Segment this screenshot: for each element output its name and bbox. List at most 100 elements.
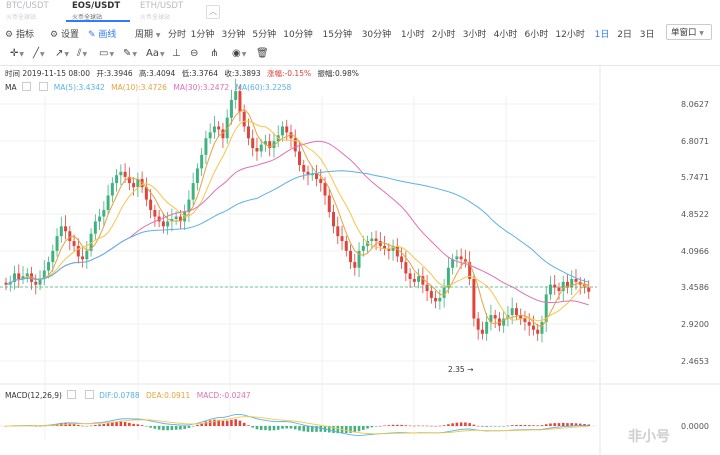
interval-7[interactable]: 1小时 — [400, 30, 425, 40]
interval-6[interactable]: 30分钟 — [361, 30, 392, 40]
candle-body — [272, 141, 276, 149]
macd-dea: DEA:0.0911 — [146, 391, 191, 400]
ma-close-icon[interactable] — [39, 82, 49, 91]
candle-body — [336, 226, 340, 237]
text-tool-icon[interactable]: Aa▼ — [146, 48, 165, 59]
window-select[interactable]: 单窗口 ▼ — [666, 24, 712, 40]
macd-bar — [259, 426, 263, 430]
draw-button[interactable]: ✎ 画线 — [88, 27, 116, 40]
interval-15[interactable]: 3日 — [639, 30, 655, 40]
candle-body — [540, 321, 544, 334]
interval-4[interactable]: 10分钟 — [283, 30, 313, 40]
eye-icon[interactable]: ◉▼ — [232, 48, 247, 59]
candle-body — [319, 178, 323, 184]
interval-9[interactable]: 3小时 — [462, 30, 487, 40]
macd-bar — [587, 424, 591, 426]
interval-3[interactable]: 5分钟 — [252, 30, 277, 40]
macd-bar — [47, 425, 50, 426]
channel-tool-icon[interactable]: ⫽▼ — [77, 48, 88, 59]
macd-bar — [413, 425, 416, 427]
candle-body — [421, 276, 425, 285]
candle-body — [327, 195, 331, 213]
macd-bar — [319, 426, 323, 432]
interval-2[interactable]: 3分钟 — [221, 30, 246, 40]
candle-body — [366, 241, 370, 246]
pen-icon: ✎ — [88, 30, 96, 40]
macd-bar — [289, 426, 293, 429]
macd-bar — [391, 424, 395, 426]
interval-5[interactable]: 15分钟 — [322, 30, 352, 40]
macd-bar — [4, 426, 8, 427]
candle-body — [123, 171, 127, 177]
settings-button[interactable]: ⚙ 设置 — [50, 27, 79, 40]
interval-14[interactable]: 2日 — [617, 30, 632, 40]
macd-bar — [98, 424, 101, 426]
crosshair-icon[interactable]: ✛▼ — [10, 48, 25, 59]
candle-body — [404, 262, 408, 274]
rectangle-tool-icon[interactable]: ▭▼ — [99, 48, 115, 59]
macd-bar — [213, 419, 216, 426]
interval-12[interactable]: 12小时 — [555, 30, 585, 40]
ma-label: MA — [5, 83, 17, 92]
pen-tool-icon[interactable]: ✎▼ — [123, 48, 138, 59]
candle-body — [238, 91, 242, 112]
candle-body — [178, 216, 182, 222]
candle-body — [17, 273, 21, 280]
tab-eos-usdt[interactable]: EOS/USDT 火币全球站 — [66, 1, 130, 22]
macd-bar — [170, 426, 174, 431]
macd-bar — [268, 426, 272, 431]
exchange-name: 火币全球站 — [140, 14, 171, 21]
price-axis: 8.0627 6.8071 5.7471 4.8522 4.0966 3.4586 2.92… — [0, 100, 709, 366]
macd-bar — [557, 423, 561, 426]
macd-bar — [115, 421, 118, 426]
interval-11[interactable]: 6小时 — [524, 30, 549, 40]
macd-bar — [234, 419, 237, 426]
line-tool-icon[interactable]: ╱▼ — [33, 48, 45, 59]
candle-body — [183, 212, 187, 222]
delete-icon[interactable]: 🗑 — [256, 48, 269, 59]
indicator-button[interactable]: ⚙ 指标 — [5, 27, 34, 40]
candle-body — [34, 281, 38, 285]
interval-8[interactable]: 2小时 — [431, 30, 456, 40]
lock-icon[interactable]: ⊖ — [190, 48, 199, 59]
candle-body — [217, 126, 221, 130]
ohlc-info: 时间 2019-11-15 08:00 开:3.3946 高:3.4094 低:… — [5, 68, 363, 79]
macd-bar — [430, 425, 433, 427]
macd-settings-icon[interactable] — [67, 390, 77, 399]
macd-bar — [481, 426, 484, 427]
interval-10[interactable]: 4小时 — [493, 30, 518, 40]
chevron-up-icon[interactable]: ︿ — [206, 5, 220, 19]
macd-bar — [43, 425, 46, 427]
macd-bar — [396, 424, 399, 426]
candle-body — [59, 226, 63, 237]
candle-body — [136, 178, 140, 188]
ma-lines — [5, 108, 589, 327]
macd-bar — [553, 423, 556, 426]
price-tick: 4.0966 — [681, 247, 709, 256]
interval-0[interactable]: 分时 — [168, 30, 187, 40]
ma-settings-icon[interactable] — [22, 82, 31, 91]
chevron-down-icon: ▼ — [699, 30, 704, 37]
macd-bar — [370, 426, 374, 428]
macd-bar — [38, 425, 42, 427]
settings-label: 设置 — [60, 30, 79, 40]
ray-tool-icon[interactable]: ↗▼ — [55, 48, 70, 59]
magnet-icon[interactable]: ⋔ — [210, 48, 219, 59]
candle-body — [174, 216, 178, 220]
period-dropdown[interactable]: 周期 ▼ — [135, 27, 161, 40]
macd-bar — [519, 425, 522, 426]
candle-body — [378, 241, 382, 246]
candle-body — [578, 281, 582, 285]
interval-13[interactable]: 1日 — [594, 30, 610, 40]
tab-eth-usdt[interactable]: ETH/USDT 火币全球站 — [134, 1, 198, 21]
ruler-tool-icon[interactable]: ⊥ — [172, 48, 181, 59]
macd-close-icon[interactable] — [84, 390, 94, 399]
interval-1[interactable]: 1分钟 — [190, 30, 215, 40]
macd-bar — [174, 426, 178, 430]
macd-bar — [183, 426, 186, 429]
candle-body — [587, 287, 591, 292]
tab-btc-usdt[interactable]: BTC/USDT 火币全球站 — [0, 1, 64, 21]
macd-bar — [510, 425, 514, 426]
macd-bar — [264, 426, 267, 431]
macd-bar — [374, 426, 378, 427]
